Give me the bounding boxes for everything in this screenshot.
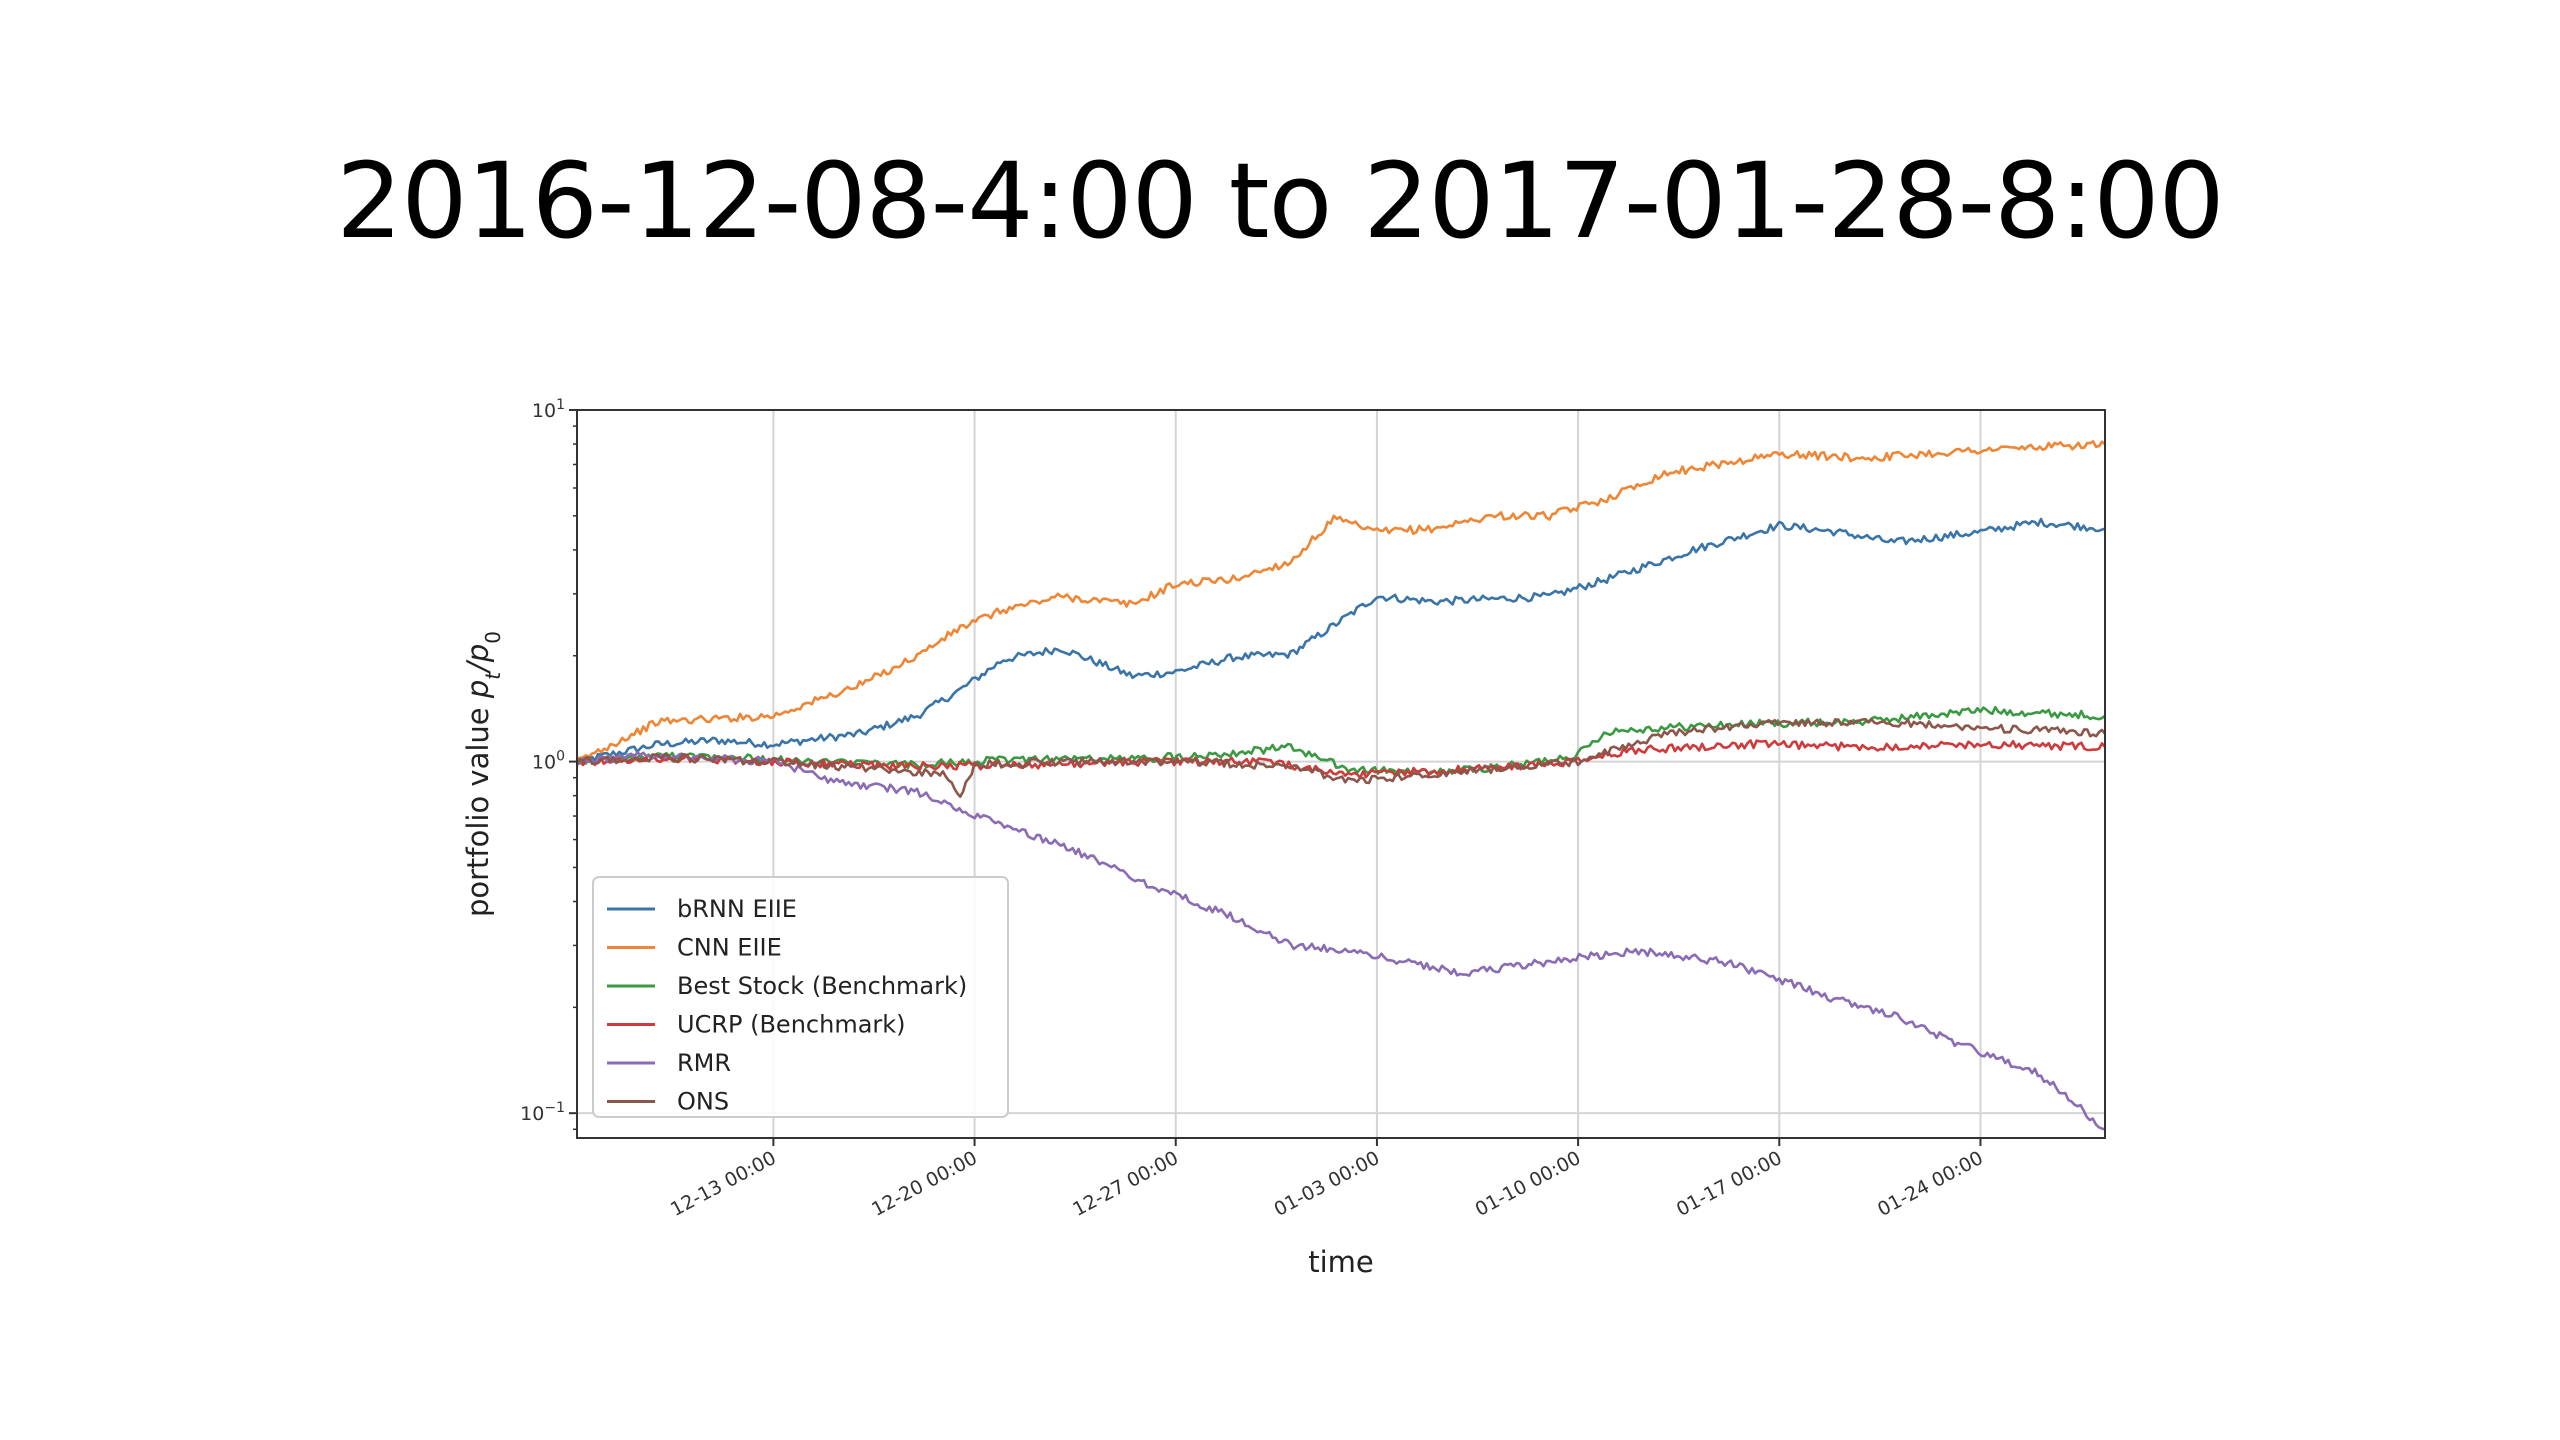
y-axis-label: portfolio value pt/p0 (461, 631, 505, 917)
series-line-ons (575, 717, 2107, 798)
x-tick-label-2: 12-27 00:00 (1069, 1147, 1182, 1221)
y-axis-ticks: 101 100 10−1 (520, 397, 577, 1131)
series-line-cnn-eiie (576, 440, 2106, 760)
plot-frame (576, 409, 2106, 1139)
legend-box (592, 876, 1009, 1118)
x-axis-label: time (1308, 1245, 1374, 1279)
legend-label-ucrp-benchmark: UCRP (Benchmark) (677, 1011, 906, 1039)
legend-label-ons: ONS (677, 1088, 729, 1116)
x-tick-label-0: 12-13 00:00 (667, 1147, 780, 1221)
x-tick-label-4: 01-10 00:00 (1472, 1147, 1585, 1221)
series-line-brnn-eiie (576, 517, 2106, 764)
y-tick-label-0: 101 (532, 397, 565, 422)
y-tick-label-1: 100 (532, 749, 565, 774)
x-tick-label-3: 01-03 00:00 (1271, 1147, 1384, 1221)
series-line-rmr (576, 751, 2106, 1131)
x-tick-label-5: 01-17 00:00 (1673, 1147, 1786, 1221)
x-axis-ticks: 12-13 00:00 12-20 00:00 12-27 00:00 01-03 0… (667, 1138, 1987, 1221)
chart-legend: bRNN EIIE CNN EIIE Best Stock (Benchmark) U… (592, 876, 1009, 1118)
legend-label-cnn-eiie: CNN EIIE (677, 934, 782, 962)
legend-label-rmr: RMR (677, 1049, 731, 1077)
x-tick-label-6: 01-24 00:00 (1874, 1147, 1987, 1221)
slide-title: 2016-12-08-4:00 to 2017-01-28-8:00 (336, 140, 2224, 262)
legend-label-brnn-eiie: bRNN EIIE (677, 895, 797, 923)
y-tick-label-2: 10−1 (520, 1100, 565, 1125)
x-tick-label-1: 12-20 00:00 (868, 1147, 981, 1221)
series-lines (575, 440, 2107, 1131)
legend-label-best-stock-benchmark: Best Stock (Benchmark) (677, 972, 967, 1000)
